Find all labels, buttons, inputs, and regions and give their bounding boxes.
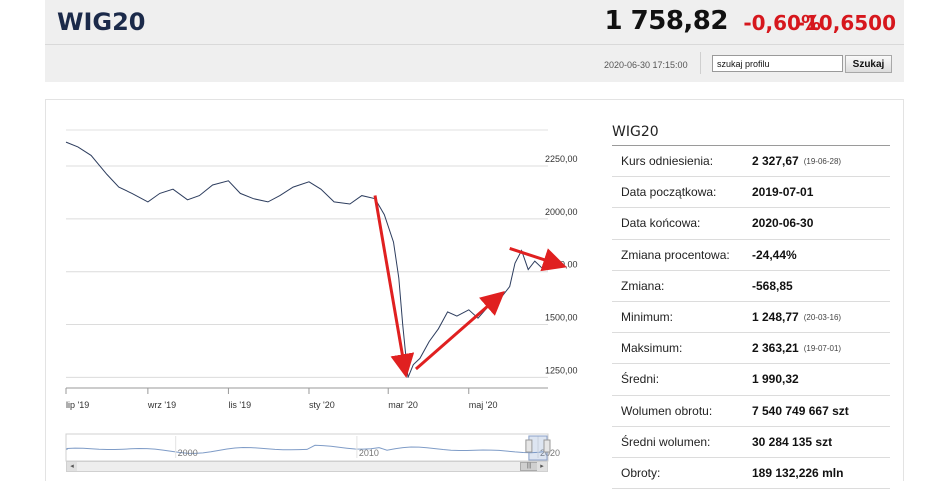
red-arrow <box>414 290 505 371</box>
stats-label: Średni wolumen: <box>621 434 711 449</box>
scroll-left-button[interactable]: ◂ <box>67 462 77 471</box>
grid-lines <box>66 129 548 378</box>
stats-row: Data początkowa: 2019-07-01 <box>612 177 890 209</box>
navigator-handle-left <box>525 439 533 453</box>
y-tick-label: 2250,00 <box>545 154 578 164</box>
red-arrow <box>373 195 415 379</box>
navigator-tick-label: 2010 <box>359 448 379 458</box>
y-tick-label: 2000,00 <box>545 207 578 217</box>
profile-search-input[interactable] <box>712 55 843 72</box>
content-panel <box>45 99 904 481</box>
stats-label: Obroty: <box>621 465 661 480</box>
x-tick-label: mar '20 <box>388 400 418 410</box>
stats-value: 189 132,226 mln <box>752 465 844 480</box>
search-button[interactable]: Szukaj <box>845 55 892 73</box>
stats-value: 2020-06-30 <box>752 216 814 231</box>
y-tick-label: 1500,00 <box>545 313 578 323</box>
current-price: 1 758,82 <box>604 6 729 36</box>
stats-label: Data końcowa: <box>621 216 701 231</box>
toolbar-divider <box>700 52 701 74</box>
stats-label: Maksimum: <box>621 341 683 356</box>
stats-title: WIG20 <box>612 124 890 146</box>
stats-row: Średni wolumen: 30 284 135 szt <box>612 427 890 458</box>
navigator[interactable]: 2000 2010 2020 <box>65 433 560 462</box>
x-tick-label: maj '20 <box>469 400 498 410</box>
stats-value: 2 363,21 <box>752 341 799 356</box>
navigator-tick-label: 2000 <box>178 448 198 458</box>
stats-label: Kurs odniesienia: <box>621 154 714 169</box>
header-divider <box>45 44 904 45</box>
x-tick-label: lis '19 <box>228 400 251 410</box>
stats-label: Minimum: <box>621 310 674 325</box>
navigator-tick-label: 2020 <box>540 448 560 458</box>
stats-row: Zmiana procentowa: -24,44% <box>612 240 890 271</box>
quote-timestamp: 2020-06-30 17:15:00 <box>604 60 688 70</box>
annotation-arrows <box>373 195 567 379</box>
stats-value: -568,85 <box>752 278 793 293</box>
x-tick-label: lip '19 <box>66 400 89 410</box>
stats-value: 1 248,77 <box>752 310 799 325</box>
stats-label: Zmiana procentowa: <box>621 247 730 262</box>
stats-label: Średni: <box>621 372 660 387</box>
scroll-thumb[interactable]: ||| <box>520 462 538 471</box>
navigator-series <box>66 444 548 454</box>
stats-label: Zmiana: <box>621 278 665 293</box>
stats-value: 2 327,67 <box>752 154 799 169</box>
stats-row: Zmiana: -568,85 <box>612 271 890 302</box>
stats-value: 30 284 135 szt <box>752 434 833 449</box>
navigator-frame <box>65 433 549 462</box>
stats-date: (20-03-16) <box>803 312 842 322</box>
index-title: WIG20 <box>57 8 146 36</box>
change-absolute: -10,6500 <box>796 11 896 35</box>
x-tick-label: wrz '19 <box>147 400 176 410</box>
navigator-scrollbar[interactable]: ◂ ||| ▸ <box>66 461 548 472</box>
x-tick-label: sty '20 <box>309 400 335 410</box>
stats-row: Obroty: 189 132,226 mln <box>612 458 890 489</box>
stats-value: 1 990,32 <box>752 372 799 387</box>
stats-label: Wolumen obrotu: <box>621 403 713 418</box>
change-percent: -0,60% <box>743 11 821 35</box>
navigator-handle-right <box>543 439 551 453</box>
stats-row: Kurs odniesienia: 2 327,67 (19-06-28) <box>612 146 890 178</box>
stats-label: Data początkowa: <box>621 185 717 200</box>
stats-row: Minimum: 1 248,77 (20-03-16) <box>612 302 890 334</box>
scroll-right-button[interactable]: ▸ <box>537 462 547 471</box>
quote-header: WIG20 1 758,82 -0,60% -10,6500 2020-06-3… <box>45 0 904 82</box>
stats-date: (19-07-01) <box>803 343 842 353</box>
x-axis-labels: lip '19 wrz '19 lis '19 sty '20 mar '20 maj '… <box>65 388 498 410</box>
red-arrow <box>509 247 567 272</box>
stats-value: 7 540 749 667 szt <box>752 403 849 418</box>
stats-row: Maksimum: 2 363,21 (19-07-01) <box>612 333 890 365</box>
stats-row: Wolumen obrotu: 7 540 749 667 szt <box>612 396 890 427</box>
stats-value: -24,44% <box>752 247 797 262</box>
stats-row: Data końcowa: 2020-06-30 <box>612 208 890 240</box>
stats-date: (19-06-28) <box>803 156 842 166</box>
stats-row: Średni: 1 990,32 <box>612 364 890 396</box>
y-tick-label: 1250,00 <box>545 365 578 375</box>
stats-value: 2019-07-01 <box>752 185 814 200</box>
stats-table: WIG20 Kurs odniesienia: 2 327,67 (19-06-28… <box>612 124 890 489</box>
plot-area <box>58 118 548 388</box>
